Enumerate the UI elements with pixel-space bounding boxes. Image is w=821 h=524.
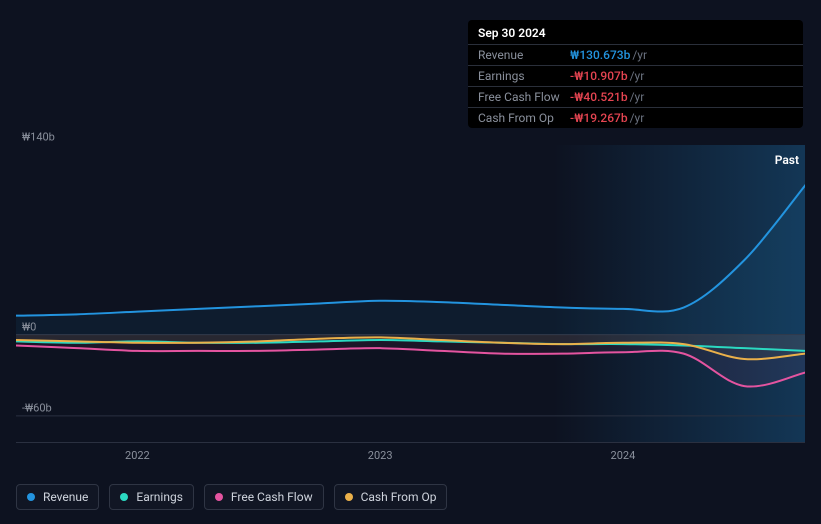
x-tick-label: 2022 — [125, 449, 150, 462]
tooltip-metric-suffix: /yr — [630, 68, 645, 84]
legend-label: Revenue — [43, 490, 88, 504]
tooltip-metric-value: -₩10.907b — [570, 68, 628, 84]
tooltip-metric-value: -₩40.521b — [570, 89, 628, 105]
legend-item-cash-from-op[interactable]: Cash From Op — [334, 484, 448, 510]
tooltip-row: Free Cash Flow-₩40.521b /yr — [468, 86, 803, 107]
chart-svg — [16, 145, 805, 443]
x-tick-label: 2023 — [368, 449, 393, 462]
legend-label: Free Cash Flow — [231, 490, 313, 504]
tooltip-metric-suffix: /yr — [630, 89, 645, 105]
tooltip-metric-value: -₩19.267b — [570, 110, 628, 126]
legend-label: Earnings — [136, 490, 183, 504]
y-tick-label: ₩0 — [22, 320, 36, 333]
legend-item-revenue[interactable]: Revenue — [16, 484, 99, 510]
chart-tooltip: Sep 30 2024 Revenue₩130.673b /yrEarnings… — [468, 20, 803, 128]
past-label: Past — [775, 153, 799, 167]
legend-label: Cash From Op — [361, 490, 437, 504]
chart-legend: Revenue Earnings Free Cash Flow Cash From O… — [16, 484, 447, 510]
tooltip-metric-suffix: /yr — [630, 110, 645, 126]
legend-dot-icon — [345, 493, 353, 501]
x-tick-label: 2024 — [611, 449, 636, 462]
tooltip-metric-label: Free Cash Flow — [478, 89, 570, 105]
tooltip-metric-suffix: /yr — [632, 47, 647, 63]
tooltip-row: Revenue₩130.673b /yr — [468, 44, 803, 65]
legend-dot-icon — [27, 493, 35, 501]
tooltip-metric-label: Revenue — [478, 47, 570, 63]
legend-item-earnings[interactable]: Earnings — [109, 484, 194, 510]
tooltip-metric-value: ₩130.673b — [570, 47, 630, 63]
legend-dot-icon — [215, 493, 223, 501]
tooltip-metric-label: Cash From Op — [478, 110, 570, 126]
legend-item-free-cash-flow[interactable]: Free Cash Flow — [204, 484, 324, 510]
y-tick-label: ₩140b — [22, 131, 55, 144]
tooltip-rows: Revenue₩130.673b /yrEarnings-₩10.907b /y… — [468, 44, 803, 128]
financials-chart: Past — [16, 145, 805, 443]
y-tick-label: -₩60b — [22, 401, 52, 414]
tooltip-row: Cash From Op-₩19.267b /yr — [468, 107, 803, 128]
tooltip-metric-label: Earnings — [478, 68, 570, 84]
tooltip-row: Earnings-₩10.907b /yr — [468, 65, 803, 86]
legend-dot-icon — [120, 493, 128, 501]
tooltip-date: Sep 30 2024 — [468, 26, 803, 44]
